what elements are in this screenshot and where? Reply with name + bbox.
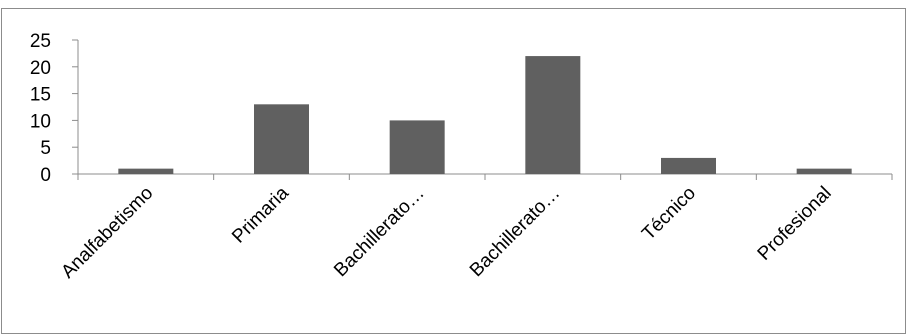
x-category-label: Primaria — [228, 182, 293, 247]
bar — [661, 157, 716, 174]
y-tick-label: 20 — [30, 58, 51, 79]
x-category-label: Bachillerato… — [330, 183, 428, 281]
y-tick-label: 25 — [30, 31, 51, 52]
y-tick-label: 0 — [40, 165, 51, 186]
bar — [389, 120, 445, 174]
category-labels: Analfabetismo Primaria Bachillerato… Bachil… — [57, 182, 835, 282]
y-tick-label: 10 — [30, 111, 51, 132]
x-category-label: Bachillerato… — [466, 183, 564, 281]
bar — [796, 168, 852, 174]
bar — [118, 168, 174, 174]
bars — [118, 56, 852, 174]
y-tick-label: 5 — [40, 138, 51, 159]
x-category-label: Profesional — [754, 183, 836, 265]
bar — [525, 56, 581, 174]
x-category-label: Analfabetismo — [57, 183, 157, 283]
x-axis — [77, 173, 893, 180]
x-category-label: Técnico — [638, 183, 700, 245]
bar — [254, 104, 309, 174]
y-tick-label: 15 — [30, 85, 51, 106]
y-axis: 0 5 10 15 20 25 — [30, 31, 79, 186]
